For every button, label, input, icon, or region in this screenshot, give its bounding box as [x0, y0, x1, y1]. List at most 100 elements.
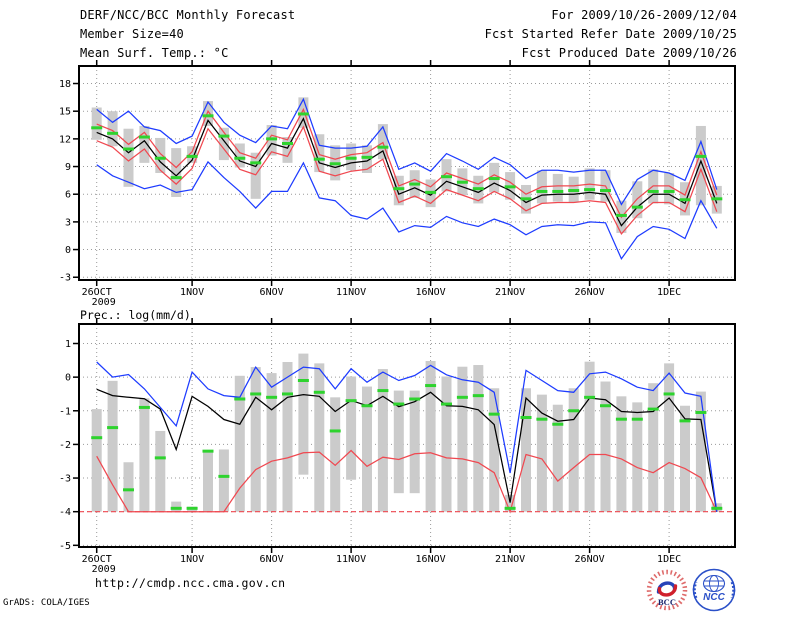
median-dash — [663, 392, 675, 396]
ensemble-spread-bar — [266, 373, 277, 512]
x-tick-label: 11NOV — [336, 287, 366, 298]
max-line — [96, 97, 718, 206]
median-dash — [488, 177, 500, 181]
y-tick-label: 9 — [65, 162, 71, 173]
ncc-logo-text: NCC — [703, 592, 725, 603]
median-dash — [377, 145, 389, 149]
median-dash — [425, 190, 437, 194]
ensemble-spread-bar — [282, 137, 293, 163]
median-dash — [266, 137, 278, 141]
ensemble-spread-bar — [139, 125, 150, 163]
ensemble-spread-bar — [362, 145, 372, 173]
median-dash — [584, 395, 596, 399]
prec-chart-label: Prec.: log(mm/d) — [80, 308, 191, 322]
median-dash — [615, 213, 627, 217]
median-dash — [361, 155, 373, 159]
median-dash — [250, 392, 262, 396]
ncc-logo-wreath-left — [692, 581, 698, 599]
ensemble-spread-bar — [218, 449, 229, 512]
median-dash — [568, 189, 580, 193]
ncc-logo-disc — [692, 568, 736, 612]
ensemble-spread-bar — [107, 380, 118, 512]
median-dash — [584, 188, 596, 192]
temp-variable-label: Mean Surf. Temp.: °C — [80, 46, 229, 60]
median-dash — [679, 198, 691, 202]
bcc-logo-red-swirl — [657, 584, 678, 597]
y-tick-label: 1 — [65, 339, 71, 350]
ensemble-spread-bar — [505, 494, 516, 512]
median-dash — [647, 407, 659, 411]
median-dash — [679, 419, 691, 423]
ensemble-spread-bar — [123, 462, 134, 512]
y-tick-label: -5 — [59, 541, 71, 552]
median-dash — [520, 197, 532, 201]
page-title: DERF/NCC/BCC Monthly Forecast — [80, 8, 296, 22]
y-tick-label: 0 — [65, 373, 71, 384]
ensemble-spread-bar — [171, 501, 182, 512]
ensemble-spread-bar — [203, 101, 213, 126]
ensemble-spread-bar — [123, 128, 134, 187]
median-dash — [472, 187, 484, 191]
median-dash — [536, 189, 548, 193]
ncc-logo-wreath-right — [730, 581, 736, 599]
x-tick-label: 16NOV — [416, 287, 446, 298]
y-tick-label: -3 — [59, 474, 71, 485]
median-dash — [186, 154, 198, 158]
x-tick-label: 1DEC — [657, 554, 681, 565]
median-dash — [154, 156, 166, 160]
grads-credit: GrADS: COLA/IGES — [3, 598, 90, 608]
ensemble-spread-bar — [187, 146, 198, 163]
ensemble-spread-bar — [107, 111, 118, 147]
x-tick-label: 11NOV — [336, 554, 366, 565]
median-dash — [441, 402, 452, 406]
median-dash — [409, 397, 421, 401]
ensemble-spread-bar — [362, 386, 372, 512]
median-dash — [504, 185, 516, 189]
x-tick-sublabel: 2009 — [92, 297, 116, 308]
y-tick-label: 6 — [65, 190, 71, 201]
ensemble-mean-line — [96, 117, 718, 227]
y-tick-label: 12 — [59, 134, 71, 145]
bcc-logo-inner-disc — [652, 575, 682, 605]
y-tick-label: -4 — [59, 507, 71, 518]
x-tick-label: 1NOV — [180, 554, 204, 565]
ensemble-spread-bar — [584, 361, 595, 512]
median-dash — [282, 141, 293, 145]
ensemble-spread-bar — [664, 173, 675, 205]
median-dash — [202, 114, 214, 118]
median-dash — [711, 506, 723, 510]
median-dash — [711, 197, 723, 201]
median-dash — [154, 456, 166, 460]
produced-date-label: Fcst Produced Date 2009/10/26 — [521, 46, 737, 60]
ensemble-spread-bar — [457, 366, 468, 512]
x-tick-label: 26NOV — [575, 554, 605, 565]
y-tick-label: -2 — [59, 440, 71, 451]
bcc-logo-text: BCC — [658, 597, 676, 607]
ensemble-spread-bar — [664, 363, 675, 512]
x-tick-sublabel: 2009 — [92, 564, 116, 575]
ensemble-spread-bar — [489, 388, 500, 512]
ensemble-spread-bar — [600, 381, 611, 512]
y-tick-label: 18 — [59, 79, 71, 90]
upper-quartile-line — [96, 107, 718, 219]
median-dash — [536, 417, 548, 421]
median-dash — [393, 187, 405, 191]
median-dash — [552, 422, 564, 426]
median-dash — [377, 389, 389, 393]
ensemble-spread-bar — [616, 396, 627, 512]
median-dash — [456, 395, 468, 399]
median-dash — [472, 394, 484, 398]
median-dash — [520, 416, 532, 420]
median-dash — [91, 436, 103, 440]
max-line — [96, 361, 718, 512]
ensemble-spread-bar — [250, 367, 261, 512]
ensemble-spread-bar — [521, 388, 531, 512]
median-dash — [107, 426, 119, 430]
median-dash — [218, 134, 230, 138]
ensemble-spread-bar — [632, 402, 643, 512]
ensemble-spread-bar — [234, 143, 245, 168]
ensemble-spread-bar — [91, 107, 102, 140]
